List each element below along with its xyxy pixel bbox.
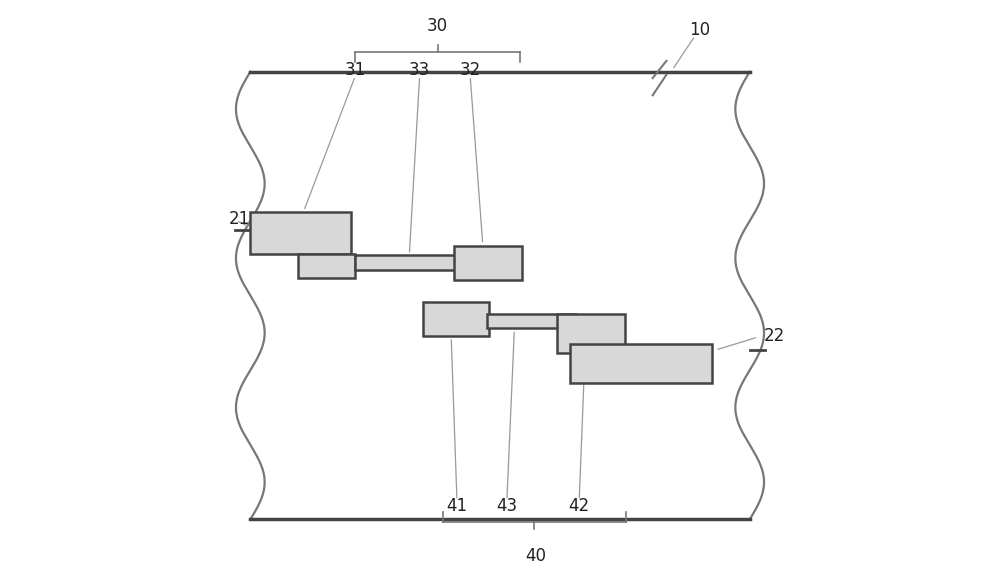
Bar	[487, 314, 576, 328]
Text: 42: 42	[569, 497, 590, 515]
Bar	[250, 212, 351, 254]
Text: 40: 40	[525, 546, 546, 565]
Text: 21: 21	[229, 210, 250, 228]
Text: 43: 43	[496, 497, 517, 515]
Bar	[298, 254, 355, 278]
Bar	[355, 255, 458, 270]
Text: 10: 10	[689, 21, 710, 39]
Bar	[423, 302, 489, 336]
Text: 41: 41	[446, 497, 468, 515]
Bar	[454, 246, 522, 280]
Bar	[570, 344, 712, 383]
Text: 33: 33	[409, 61, 430, 79]
Text: 32: 32	[460, 61, 481, 79]
Text: 31: 31	[345, 61, 366, 79]
Text: 30: 30	[426, 17, 447, 35]
Text: 22: 22	[764, 327, 785, 345]
Bar	[557, 314, 625, 353]
